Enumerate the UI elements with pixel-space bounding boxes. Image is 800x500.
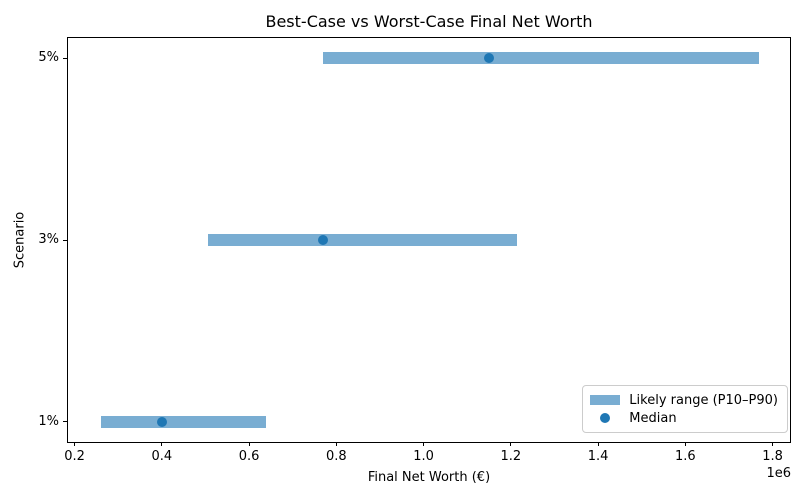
legend-label-median: Median <box>629 410 677 426</box>
range-bar <box>323 52 760 65</box>
x-tick-label: 1.6 <box>674 449 696 464</box>
x-tick <box>597 442 599 446</box>
x-tick-label: 0.8 <box>325 449 347 464</box>
legend-label-likely-range: Likely range (P10–P90) <box>629 392 778 408</box>
x-tick-label: 0.2 <box>64 449 85 464</box>
y-tick <box>63 239 67 241</box>
x-tick <box>423 442 425 446</box>
median-dot-icon <box>600 413 611 423</box>
legend: Likely range (P10–P90) Median <box>582 385 788 433</box>
x-tick <box>248 442 250 446</box>
x-tick <box>772 442 774 446</box>
legend-marker-cell <box>590 395 621 405</box>
x-tick <box>335 442 337 446</box>
y-tick-label: 1% <box>38 413 59 429</box>
median-dot <box>483 53 494 64</box>
y-tick <box>63 421 67 423</box>
x-tick <box>161 442 163 446</box>
x-tick <box>74 442 76 446</box>
y-axis-label: Scenario <box>12 211 28 269</box>
legend-item-median: Median <box>590 409 778 427</box>
median-dot <box>318 235 329 245</box>
x-axis-offset-label: 1e6 <box>766 466 791 481</box>
y-tick-label: 3% <box>38 232 59 247</box>
range-swatch-icon <box>590 395 621 405</box>
x-tick-label: 1.4 <box>587 449 609 464</box>
chart-title: Best-Case vs Worst-Case Final Net Worth <box>265 12 593 31</box>
x-tick-label: 1.0 <box>413 449 434 464</box>
median-dot <box>156 416 167 427</box>
range-bar <box>100 415 267 428</box>
y-tick <box>63 57 67 59</box>
x-tick-label: 1.2 <box>500 449 522 464</box>
y-tick-label: 5% <box>38 50 59 66</box>
x-tick-label: 0.4 <box>151 449 173 464</box>
x-tick-label: 0.6 <box>238 449 260 464</box>
x-tick <box>510 442 512 446</box>
legend-item-likely-range: Likely range (P10–P90) <box>590 391 778 409</box>
x-tick <box>684 442 686 446</box>
x-axis-label: Final Net Worth (€) <box>367 470 491 485</box>
x-tick-label: 1.8 <box>762 449 783 464</box>
plot-area: 1% 3% 5% 0.2 0.4 0.6 0.8 1.0 1.2 1.4 1.6 1.8 <box>38 37 791 464</box>
legend-marker-cell <box>590 413 620 423</box>
range-bar <box>207 234 518 246</box>
